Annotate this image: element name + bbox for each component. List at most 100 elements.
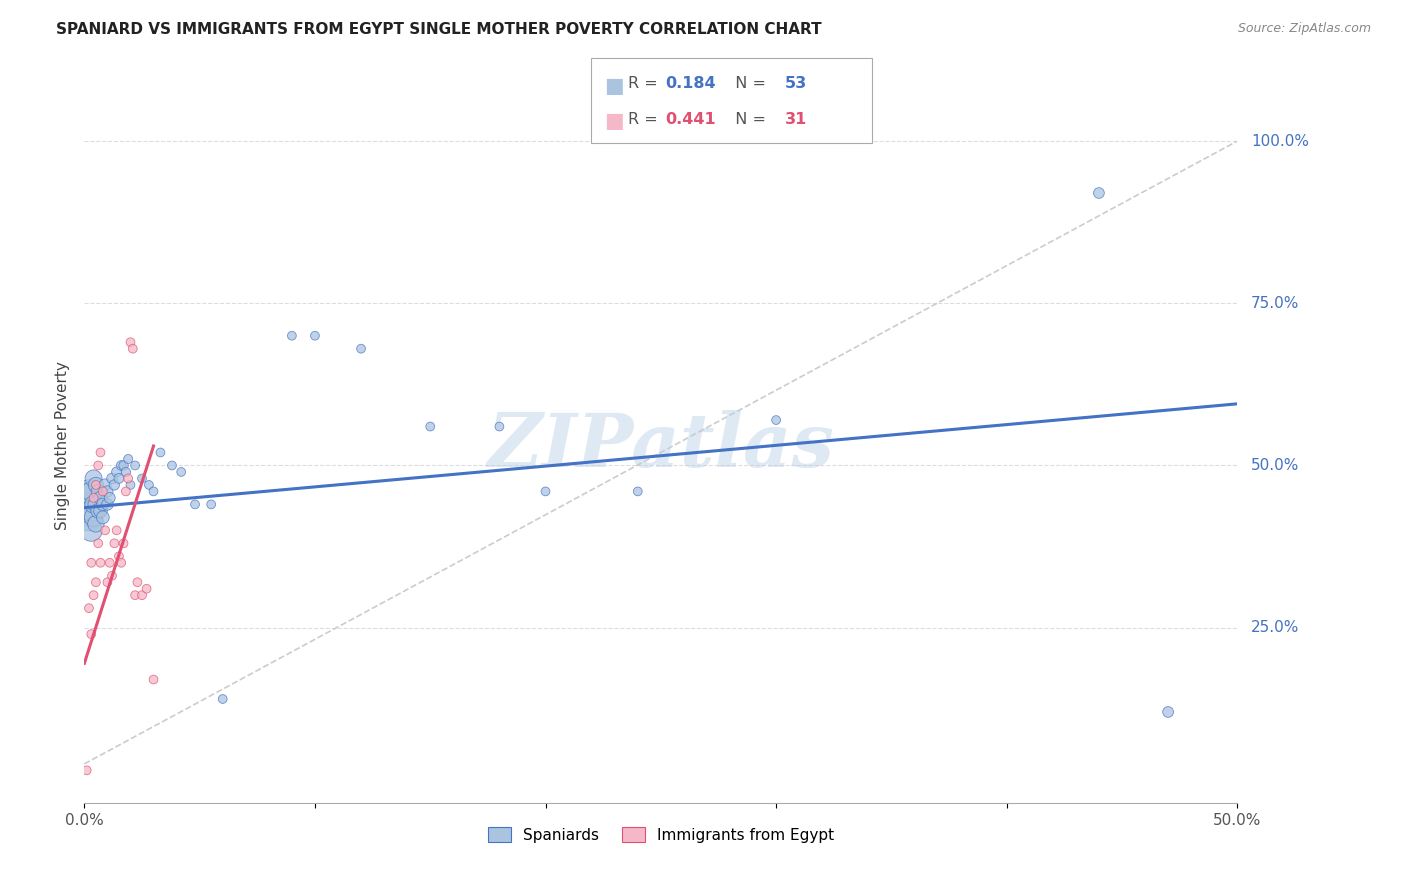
Point bbox=[124, 458, 146, 473]
Point bbox=[1088, 186, 1111, 200]
Text: 0.184: 0.184 bbox=[665, 76, 716, 91]
Point bbox=[142, 673, 165, 687]
Point bbox=[87, 536, 110, 550]
Point bbox=[84, 478, 107, 492]
Point bbox=[77, 484, 100, 499]
Point bbox=[124, 588, 146, 602]
Point bbox=[120, 335, 142, 350]
Point bbox=[117, 471, 139, 485]
Point bbox=[83, 471, 105, 485]
Point bbox=[170, 465, 193, 479]
Point bbox=[101, 568, 124, 582]
Y-axis label: Single Mother Poverty: Single Mother Poverty bbox=[55, 361, 70, 531]
Point bbox=[76, 491, 98, 505]
Point bbox=[1157, 705, 1180, 719]
Point bbox=[110, 458, 132, 473]
Point bbox=[534, 484, 557, 499]
Point bbox=[281, 328, 304, 343]
Text: SPANIARD VS IMMIGRANTS FROM EGYPT SINGLE MOTHER POVERTY CORRELATION CHART: SPANIARD VS IMMIGRANTS FROM EGYPT SINGLE… bbox=[56, 22, 823, 37]
Point bbox=[488, 419, 510, 434]
Point bbox=[131, 588, 153, 602]
Point bbox=[108, 471, 131, 485]
Point bbox=[80, 556, 103, 570]
Point bbox=[98, 491, 121, 505]
Point bbox=[89, 445, 111, 459]
Point bbox=[142, 484, 165, 499]
Point bbox=[80, 504, 103, 518]
Point bbox=[115, 484, 138, 499]
Point bbox=[87, 504, 110, 518]
Point bbox=[121, 342, 143, 356]
Text: R =: R = bbox=[628, 76, 664, 91]
Point bbox=[89, 556, 111, 570]
Point bbox=[108, 549, 131, 564]
Point bbox=[96, 575, 118, 590]
Point bbox=[112, 536, 135, 550]
Point bbox=[94, 524, 117, 538]
Point bbox=[200, 497, 222, 511]
Point bbox=[115, 465, 138, 479]
Point bbox=[91, 497, 114, 511]
Text: N =: N = bbox=[725, 112, 772, 127]
Point bbox=[84, 575, 107, 590]
Point bbox=[211, 692, 233, 706]
Point bbox=[112, 458, 135, 473]
Point bbox=[89, 491, 111, 505]
Text: Source: ZipAtlas.com: Source: ZipAtlas.com bbox=[1237, 22, 1371, 36]
Point bbox=[127, 575, 149, 590]
Point bbox=[117, 452, 139, 467]
Text: 75.0%: 75.0% bbox=[1251, 296, 1299, 310]
Point bbox=[110, 556, 132, 570]
Point bbox=[83, 497, 105, 511]
Text: 50.0%: 50.0% bbox=[1251, 458, 1299, 473]
Point bbox=[91, 484, 114, 499]
Point bbox=[131, 471, 153, 485]
Point bbox=[627, 484, 650, 499]
Text: 100.0%: 100.0% bbox=[1251, 134, 1309, 149]
Point bbox=[135, 582, 157, 596]
Point bbox=[80, 484, 103, 499]
Text: 53: 53 bbox=[785, 76, 807, 91]
Point bbox=[94, 478, 117, 492]
Point bbox=[103, 536, 125, 550]
Point bbox=[419, 419, 441, 434]
Point bbox=[96, 484, 118, 499]
Point bbox=[765, 413, 787, 427]
Point bbox=[304, 328, 326, 343]
Text: ZIPatlas: ZIPatlas bbox=[488, 409, 834, 483]
Point bbox=[138, 478, 160, 492]
Text: ■: ■ bbox=[605, 112, 624, 131]
Text: 25.0%: 25.0% bbox=[1251, 620, 1299, 635]
Point bbox=[160, 458, 183, 473]
Point bbox=[91, 510, 114, 524]
Point bbox=[80, 627, 103, 641]
Point bbox=[80, 524, 103, 538]
Text: 31: 31 bbox=[785, 112, 807, 127]
Point bbox=[84, 478, 107, 492]
Point bbox=[184, 497, 207, 511]
Text: ■: ■ bbox=[605, 76, 624, 95]
Point bbox=[87, 458, 110, 473]
Point bbox=[77, 497, 100, 511]
Point bbox=[76, 504, 98, 518]
Point bbox=[105, 465, 128, 479]
Text: R =: R = bbox=[628, 112, 664, 127]
Point bbox=[83, 588, 105, 602]
Point bbox=[98, 556, 121, 570]
Point bbox=[77, 601, 100, 615]
Point bbox=[77, 510, 100, 524]
Point bbox=[350, 342, 373, 356]
Point bbox=[87, 484, 110, 499]
Point bbox=[84, 497, 107, 511]
Point bbox=[120, 478, 142, 492]
Point bbox=[101, 471, 124, 485]
Text: 0.441: 0.441 bbox=[665, 112, 716, 127]
Point bbox=[105, 524, 128, 538]
Point bbox=[149, 445, 172, 459]
Point bbox=[83, 491, 105, 505]
Point bbox=[84, 516, 107, 531]
Point bbox=[103, 478, 125, 492]
Text: N =: N = bbox=[725, 76, 772, 91]
Point bbox=[89, 504, 111, 518]
Point bbox=[76, 764, 98, 778]
